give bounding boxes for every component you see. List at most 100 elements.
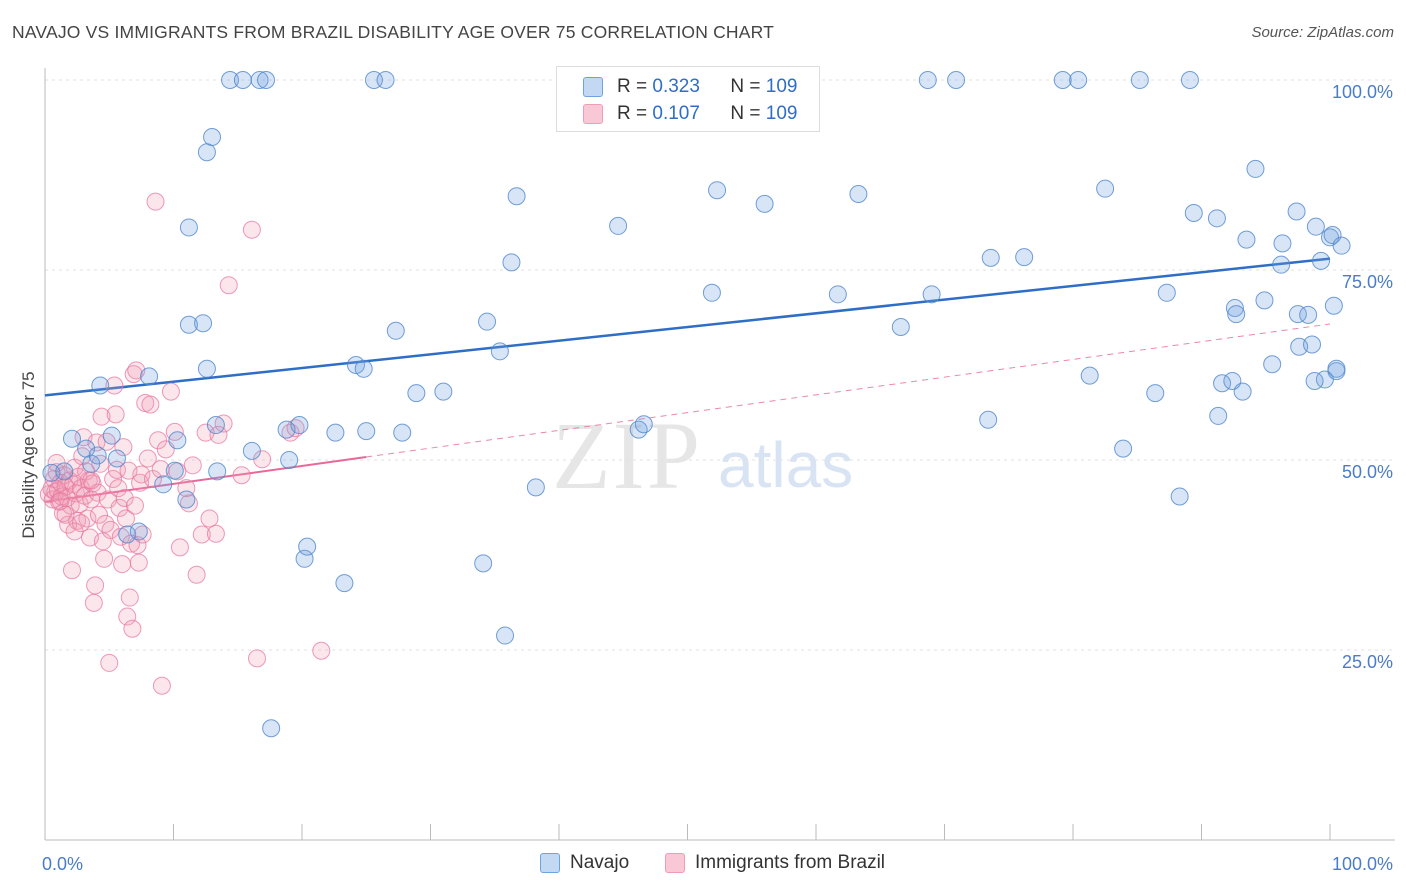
brazil-point bbox=[143, 470, 162, 488]
navajo-point bbox=[918, 71, 937, 89]
navajo-point bbox=[233, 71, 252, 89]
brazil-swatch bbox=[665, 853, 685, 873]
navajo-point bbox=[177, 490, 196, 509]
legend-r-value: 0.323 bbox=[652, 76, 700, 97]
navajo-point bbox=[407, 384, 426, 403]
legend-n-value: 109 bbox=[765, 76, 798, 97]
navajo-point bbox=[849, 185, 868, 203]
navajo-point bbox=[393, 423, 412, 442]
brazil-point bbox=[105, 376, 124, 395]
y-tick-label: 25.0% bbox=[1342, 652, 1393, 672]
navajo-point bbox=[891, 318, 910, 336]
navajo-point bbox=[828, 285, 847, 304]
navajo-point bbox=[129, 522, 148, 541]
bottom-legend-brazil-label: Immigrants from Brazil bbox=[695, 852, 886, 873]
navajo-point bbox=[1227, 305, 1246, 324]
navajo-point bbox=[434, 382, 453, 401]
navajo-point bbox=[474, 554, 493, 573]
navajo-point bbox=[1170, 487, 1189, 506]
navajo-point bbox=[335, 574, 354, 593]
navajo-point bbox=[154, 475, 173, 494]
grid-lines bbox=[45, 79, 1395, 651]
brazil-points bbox=[39, 192, 331, 695]
navajo-point bbox=[1053, 71, 1072, 89]
navajo-point bbox=[1305, 371, 1324, 390]
brazil-point bbox=[312, 641, 331, 660]
navajo-point bbox=[1180, 71, 1199, 89]
legend: R = 0.323 N = 109 R = 0.107 N = 109 bbox=[556, 66, 820, 132]
navajo-point bbox=[376, 71, 395, 89]
legend-r-label: R = bbox=[617, 103, 653, 124]
navajo-point bbox=[242, 441, 261, 460]
navajo-point bbox=[1323, 226, 1342, 245]
brazil-point bbox=[82, 471, 101, 490]
navajo-point bbox=[354, 359, 373, 378]
navajo-point bbox=[168, 431, 187, 450]
navajo-point bbox=[609, 216, 628, 235]
navajo-point bbox=[88, 446, 107, 465]
navajo-point bbox=[1207, 209, 1226, 228]
navajo-point bbox=[206, 416, 225, 435]
navajo-point bbox=[197, 143, 216, 162]
navajo-trend-line bbox=[44, 257, 1331, 397]
navajo-point bbox=[702, 283, 721, 302]
navajo-swatch bbox=[583, 77, 603, 97]
navajo-point bbox=[1303, 335, 1322, 354]
navajo-point bbox=[107, 449, 126, 468]
navajo-point bbox=[755, 194, 774, 213]
brazil-point bbox=[106, 405, 125, 424]
navajo-point bbox=[1225, 299, 1244, 317]
navajo-point bbox=[140, 367, 159, 386]
brazil-point bbox=[115, 489, 134, 507]
navajo-point bbox=[922, 285, 941, 304]
navajo-point bbox=[386, 321, 405, 340]
navajo-point bbox=[1114, 439, 1133, 458]
legend-n-label: N = bbox=[730, 76, 766, 97]
navajo-point bbox=[947, 71, 966, 89]
brazil-point bbox=[138, 449, 157, 468]
navajo-point bbox=[1312, 251, 1331, 270]
brazil-point bbox=[242, 220, 261, 239]
navajo-point bbox=[1327, 359, 1346, 378]
navajo-point bbox=[203, 128, 222, 146]
brazil-point bbox=[232, 466, 251, 485]
brazil-point bbox=[110, 498, 129, 517]
brazil-swatch bbox=[583, 104, 603, 124]
brazil-point bbox=[187, 565, 206, 584]
navajo-point bbox=[118, 525, 137, 544]
brazil-point bbox=[123, 619, 142, 638]
navajo-point bbox=[1080, 366, 1099, 385]
navajo-point bbox=[326, 423, 345, 442]
navajo-point bbox=[1223, 371, 1242, 390]
trend-lines bbox=[44, 257, 1331, 503]
brazil-point bbox=[86, 576, 105, 595]
navajo-point bbox=[490, 342, 509, 361]
navajo-point bbox=[478, 312, 497, 331]
brazil-point bbox=[89, 505, 108, 524]
navajo-point bbox=[280, 451, 299, 469]
navajo-point bbox=[357, 422, 376, 441]
navajo-point bbox=[1332, 236, 1351, 255]
brazil-point bbox=[78, 509, 97, 528]
navajo-point bbox=[1237, 230, 1256, 249]
chart-title: NAVAJO VS IMMIGRANTS FROM BRAZIL DISABIL… bbox=[12, 22, 775, 42]
bottom-legend-navajo-label: Navajo bbox=[570, 852, 630, 873]
brazil-point bbox=[100, 653, 119, 672]
navajo-point bbox=[1324, 296, 1343, 315]
legend-row-navajo: R = 0.323 N = 109 bbox=[557, 74, 797, 100]
brazil-point bbox=[61, 496, 80, 515]
brazil-point bbox=[51, 492, 70, 511]
navajo-swatch bbox=[540, 853, 560, 873]
brazil-point bbox=[161, 382, 180, 401]
brazil-point bbox=[70, 495, 89, 514]
navajo-point bbox=[1273, 234, 1292, 253]
navajo-point bbox=[629, 420, 648, 439]
brazil-point bbox=[92, 407, 111, 426]
navajo-point bbox=[708, 181, 727, 200]
brazil-point bbox=[146, 192, 165, 211]
navajo-point bbox=[634, 415, 653, 434]
brazil-point bbox=[97, 432, 116, 451]
navajo-point bbox=[979, 410, 998, 429]
brazil-point bbox=[114, 438, 133, 457]
navajo-point bbox=[1287, 202, 1306, 221]
